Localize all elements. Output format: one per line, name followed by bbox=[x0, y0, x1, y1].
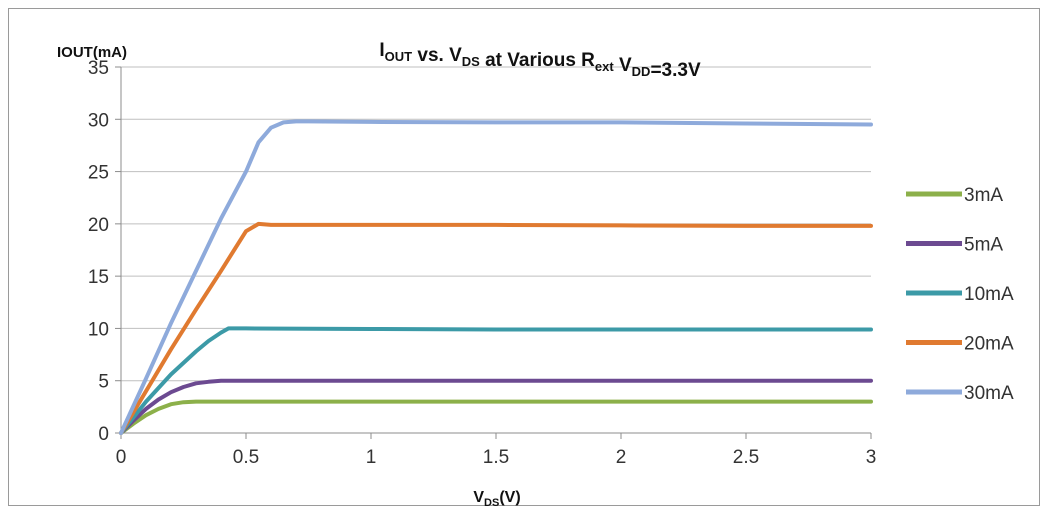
y-tick-labels: 0 5 10 15 20 25 30 35 bbox=[88, 58, 109, 445]
x-axis-label: VDS(V) bbox=[473, 489, 520, 508]
x-tick-label: 2 bbox=[616, 447, 627, 468]
series-line-5mA bbox=[119, 378, 873, 435]
x-tick-label: 1.5 bbox=[483, 447, 509, 468]
x-tick-label: 2.5 bbox=[733, 447, 759, 468]
legend-label: 5mA bbox=[964, 235, 1003, 256]
series-line-10mA bbox=[119, 326, 873, 435]
y-tick-label: 5 bbox=[98, 372, 109, 393]
y-tick-label: 0 bbox=[98, 424, 109, 445]
axes bbox=[115, 66, 872, 439]
series-line-30mA bbox=[119, 119, 873, 435]
x-tick-label: 3 bbox=[866, 447, 877, 468]
x-tick-label: 0 bbox=[116, 447, 127, 468]
legend-label: 20mA bbox=[964, 334, 1014, 355]
y-tick-label: 15 bbox=[88, 267, 109, 288]
legend-label: 3mA bbox=[964, 185, 1003, 206]
x-tick-labels: 0 0.5 1 1.5 2 2.5 3 bbox=[116, 447, 877, 468]
x-tick-label: 0.5 bbox=[233, 447, 259, 468]
title-part: vs. V bbox=[412, 45, 462, 66]
series-layer bbox=[119, 119, 873, 435]
title-part: I bbox=[379, 40, 384, 61]
chart-title: IOUT vs. VDS at Various Rext VDD=3.3V bbox=[379, 40, 701, 81]
title-part: at Various R bbox=[480, 50, 595, 71]
x-label-main: V bbox=[473, 489, 484, 506]
title-subscript: OUT bbox=[385, 49, 413, 64]
title-subscript: ext bbox=[595, 59, 614, 74]
series-line-3mA bbox=[119, 399, 873, 435]
x-tick-label: 1 bbox=[366, 447, 377, 468]
title-part: V bbox=[614, 55, 632, 76]
y-tick-label: 30 bbox=[88, 110, 109, 131]
title-subscript: DD bbox=[632, 64, 651, 79]
chart-frame bbox=[8, 8, 1040, 506]
legend-label: 10mA bbox=[964, 284, 1014, 305]
y-axis-label: IOUT(mA) bbox=[57, 44, 127, 61]
y-tick-label: 20 bbox=[88, 215, 109, 236]
legend: 3mA 5mA 10mA 20mA 30mA bbox=[906, 185, 1014, 404]
y-tick-label: 10 bbox=[88, 319, 109, 340]
y-tick-label: 35 bbox=[88, 58, 109, 79]
title-part: =3.3V bbox=[650, 60, 701, 81]
title-subscript: DS bbox=[462, 54, 480, 69]
legend-label: 30mA bbox=[964, 383, 1014, 404]
series-line-20mA bbox=[119, 221, 873, 435]
x-label-subscript: DS bbox=[484, 497, 499, 508]
x-label-suffix: (V) bbox=[499, 489, 520, 506]
y-tick-label: 25 bbox=[88, 163, 109, 184]
